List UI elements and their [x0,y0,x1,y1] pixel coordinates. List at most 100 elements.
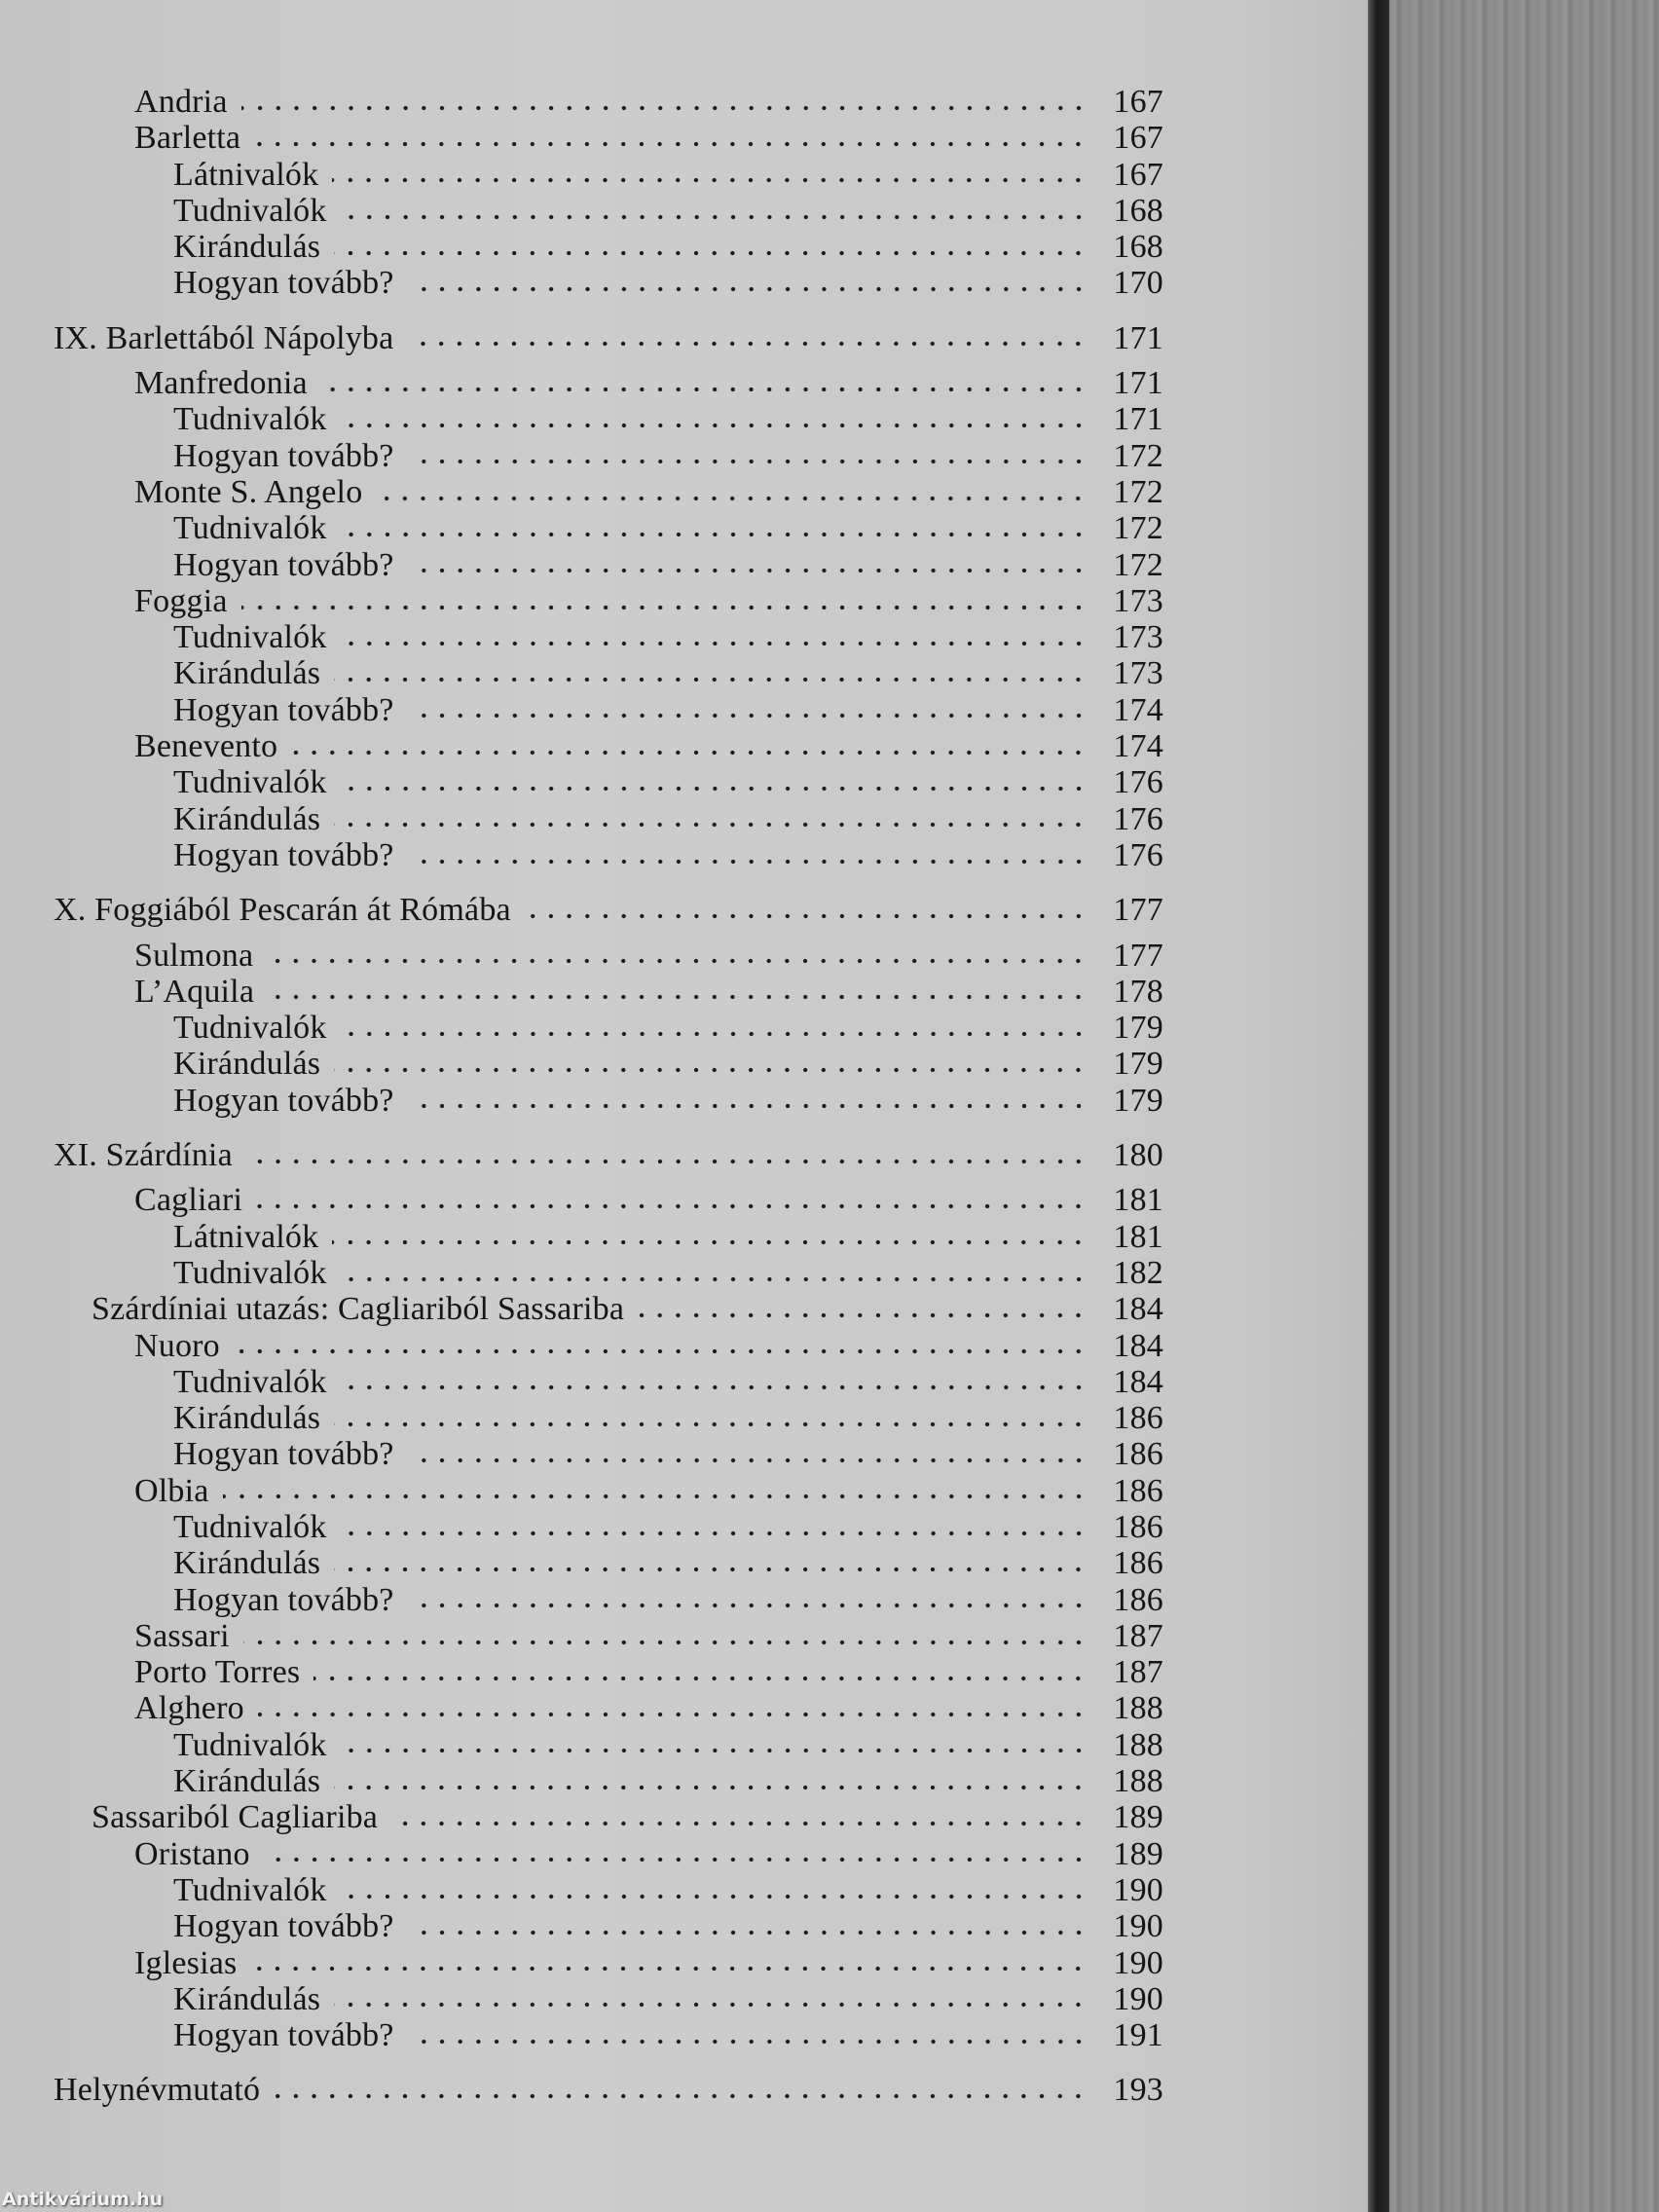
dot-leader [407,712,1088,720]
entry-title: Hogyan tovább? [173,437,394,474]
toc-chapter-entry: IX. Barlettából Nápolyba 171 [0,320,1163,356]
entry-title: Alghero [134,1690,244,1727]
page-number: 170 [1113,265,1163,302]
toc-entry: Tudnivalók 179 [0,1010,1163,1046]
dot-leader [254,139,1088,148]
page-number: 190 [1113,1944,1163,1981]
page-number: 168 [1113,192,1163,229]
dot-leader [274,2092,1088,2101]
toc-entry: Tudnivalók 172 [0,510,1163,546]
entry-title: Olbia [134,1472,209,1509]
page-number: 184 [1113,1327,1163,1364]
dot-leader [256,1201,1088,1210]
toc-entry: Hogyan tovább? 179 [0,1083,1163,1119]
toc-entry: L’Aquila 178 [0,974,1163,1010]
page-number: 173 [1113,582,1163,619]
page-number: 188 [1113,1726,1163,1763]
entry-title: Kirándulás [173,229,321,266]
dot-leader [222,1493,1088,1501]
toc-entry: Hogyan tovább? 174 [0,692,1163,728]
dot-leader [334,1419,1088,1428]
toc-chapter-entry: X. Foggiából Pescarán át Rómába 177 [0,892,1163,928]
dot-leader [340,422,1088,430]
dot-leader [407,567,1088,575]
page-number: 189 [1113,1799,1163,1836]
page-number: 181 [1113,1218,1163,1255]
entry-title: Foggia [134,582,228,619]
dot-leader [340,639,1088,647]
page-number: 186 [1113,1581,1163,1618]
dot-leader [332,1238,1088,1247]
entry-title: Kirándulás [173,1046,321,1083]
entry-title: Sassari [134,1617,230,1654]
page-number: 188 [1113,1763,1163,1800]
page-edge [1368,0,1389,2212]
dot-leader [334,1565,1088,1573]
dot-leader [250,1965,1088,1973]
page-number: 167 [1113,84,1163,120]
entry-title: Tudnivalók [173,1010,327,1047]
dot-leader [340,784,1088,793]
dot-leader [340,1383,1088,1392]
entry-title: Hogyan tovább? [173,1581,394,1618]
dot-leader [240,603,1088,611]
entry-title: Tudnivalók [173,619,327,656]
toc-entry: Kirándulás 188 [0,1763,1163,1799]
toc-entry: Olbia 186 [0,1473,1163,1509]
toc-entry: Porto Torres 187 [0,1654,1163,1690]
toc-entry: Hogyan tovább? 191 [0,2017,1163,2053]
dot-leader [340,212,1088,221]
entry-title: Kirándulás [173,1400,321,1437]
page-number: 176 [1113,836,1163,873]
entry-title: Hogyan tovább? [173,546,394,583]
dot-leader [313,1674,1088,1682]
page-number: 172 [1113,546,1163,583]
entry-title: Látnivalók [173,1218,319,1255]
toc-entry: Kirándulás 168 [0,229,1163,265]
entry-title: L’Aquila [134,973,255,1010]
toc-entry: Benevento 174 [0,728,1163,764]
toc-entry: Kirándulás 176 [0,801,1163,837]
page-number: 188 [1113,1690,1163,1727]
entry-title: Hogyan tovább? [173,1908,394,1945]
dot-leader [391,1820,1088,1827]
dot-leader [340,1274,1088,1283]
dot-leader [407,1102,1088,1111]
page-number: 172 [1113,510,1163,547]
dot-leader [340,1892,1088,1900]
dot-leader [340,530,1088,538]
entry-title: Kirándulás [173,1763,321,1800]
dot-leader [638,1310,1088,1319]
toc-entry: Cagliari 181 [0,1182,1163,1218]
page-number: 172 [1113,473,1163,510]
entry-title: Hogyan tovább? [173,265,394,302]
dot-leader [263,1856,1088,1864]
page-number: 179 [1113,1046,1163,1083]
entry-title: Porto Torres [134,1654,301,1691]
page-number: 167 [1113,156,1163,193]
toc-entry: Tudnivalók 186 [0,1509,1163,1545]
toc-entry: Tudnivalók 190 [0,1872,1163,1908]
dot-leader [240,103,1088,112]
dot-leader [257,1711,1088,1719]
entry-title: Nuoro [134,1327,220,1364]
toc-entry: Hogyan tovább? 172 [0,547,1163,583]
entry-title: Kirándulás [173,800,321,837]
page-number: 171 [1113,365,1163,402]
page-number: 186 [1113,1545,1163,1582]
entry-title: Hogyan tovább? [173,1436,394,1473]
entry-title: Tudnivalók [173,510,327,547]
toc-entry: Hogyan tovább? 190 [0,1908,1163,1944]
entry-title: Hogyan tovább? [173,2017,394,2054]
entry-title: Tudnivalók [173,1508,327,1545]
entry-title: Helynévmutató [54,2072,261,2109]
page-number: 179 [1113,1082,1163,1119]
toc-entry: Tudnivalók 188 [0,1727,1163,1763]
page-number: 177 [1113,937,1163,974]
toc-entry: Látnivalók 181 [0,1219,1163,1255]
page-number: 186 [1113,1508,1163,1545]
page-number: 190 [1113,1908,1163,1945]
page-number: 193 [1113,2072,1163,2109]
entry-title: Tudnivalók [173,1254,327,1291]
page-number: 168 [1113,229,1163,266]
